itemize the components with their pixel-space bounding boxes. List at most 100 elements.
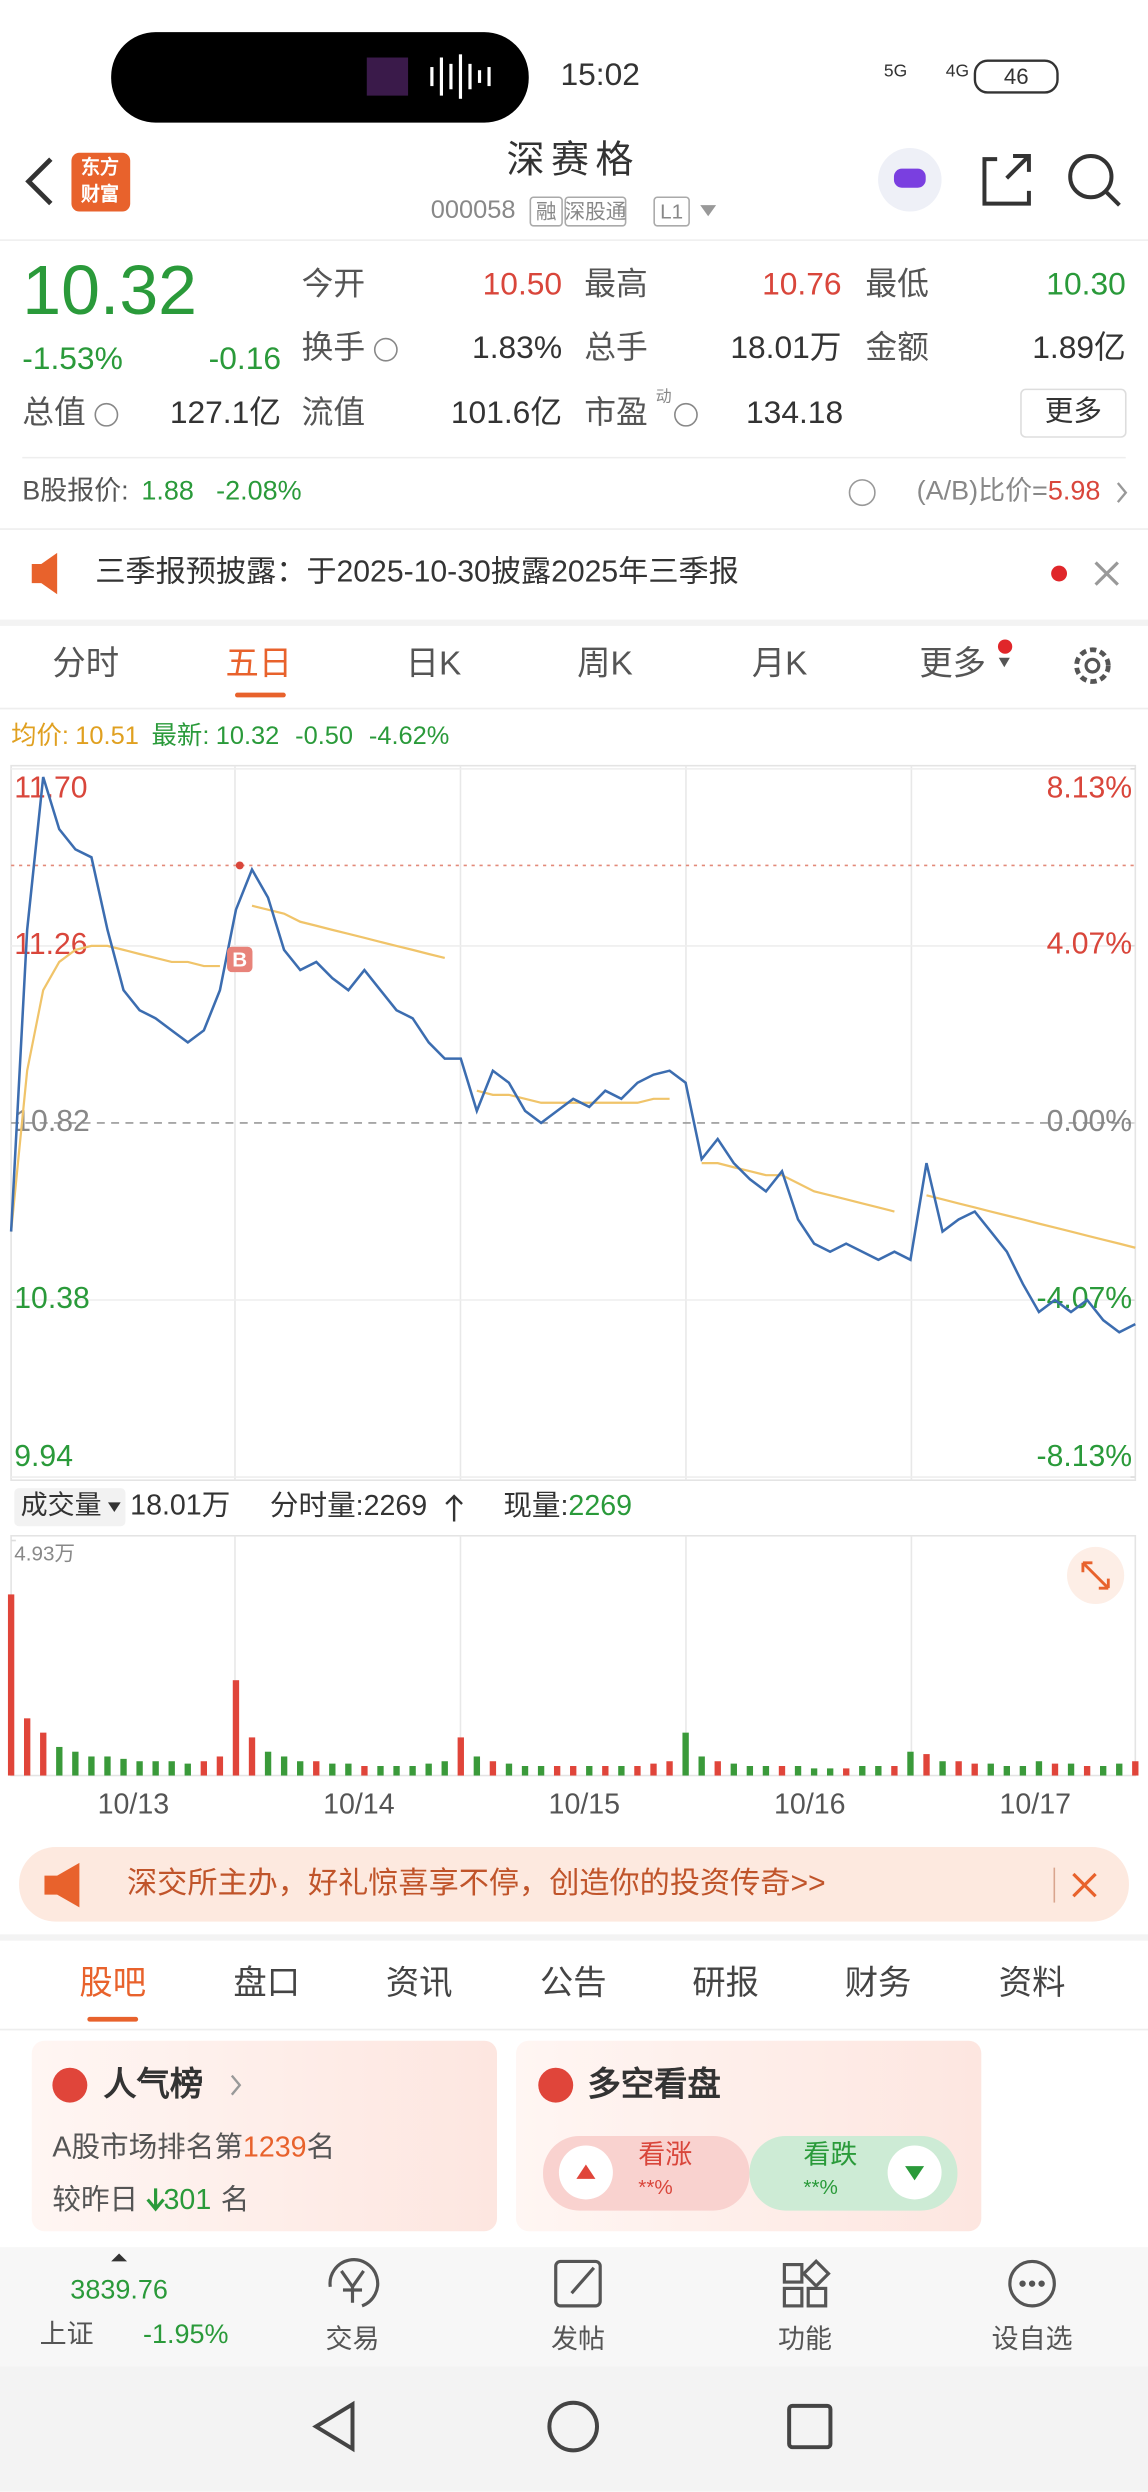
system-recents[interactable] xyxy=(787,2403,833,2450)
more-button[interactable] xyxy=(1020,388,1127,438)
badge-text: 融 xyxy=(536,201,557,224)
settings-button[interactable] xyxy=(1074,647,1111,684)
field-value: 101.6亿 xyxy=(451,394,562,430)
volume-total: 18.01万 xyxy=(130,1490,230,1522)
field-value: 18.01万 xyxy=(730,329,841,365)
volume-bar xyxy=(955,1761,962,1776)
volume-bar xyxy=(810,1768,818,1776)
back-button[interactable] xyxy=(25,157,53,206)
vs-icon xyxy=(538,2067,574,2103)
nav-item[interactable]: 设自选 xyxy=(992,2324,1073,2354)
bear-pct: **% xyxy=(803,2176,837,2199)
chart-tab[interactable]: 分时 xyxy=(52,645,119,682)
network: 5G xyxy=(884,60,907,80)
ab-ratio: (A/B)比价=5.98 xyxy=(917,476,1101,506)
volume-bar xyxy=(875,1766,882,1776)
field-value: 1.89亿 xyxy=(1032,329,1126,365)
search-button[interactable] xyxy=(1068,153,1114,200)
volume-bar xyxy=(618,1766,625,1776)
stock-name: 深赛格 xyxy=(507,138,640,181)
volume-bar xyxy=(762,1766,770,1776)
separator xyxy=(0,1934,1148,1941)
volume-bar xyxy=(666,1761,673,1776)
chevron xyxy=(1116,482,1128,503)
help-icon[interactable] xyxy=(848,479,876,507)
share-button[interactable] xyxy=(982,153,1031,206)
chart-tab[interactable]: 日K xyxy=(406,645,462,682)
promo-banner[interactable] xyxy=(19,1846,1129,1922)
volume-bar xyxy=(361,1766,368,1776)
content-tab[interactable]: 公告 xyxy=(540,1965,607,2002)
pe-mark: 动 xyxy=(656,387,672,405)
text-part: 2269 xyxy=(568,1490,632,1522)
tab-underline xyxy=(234,692,286,698)
chart-tab[interactable]: 五日 xyxy=(225,645,292,682)
logo[interactable] xyxy=(71,152,131,212)
volume-bar xyxy=(393,1766,400,1776)
volume-bar xyxy=(682,1732,689,1776)
badge xyxy=(529,196,563,227)
chart-tab[interactable]: 更多 xyxy=(919,645,986,682)
content-tab[interactable]: 财务 xyxy=(845,1965,912,2002)
field-label: 市盈 xyxy=(584,394,648,430)
volume-bar xyxy=(891,1766,898,1776)
volume-bar xyxy=(72,1751,79,1776)
bull-label: 看涨 xyxy=(638,2140,692,2170)
volume-bar xyxy=(168,1761,175,1776)
price: 10.32 xyxy=(22,251,197,329)
average-line xyxy=(10,904,1136,1249)
volume-bar xyxy=(1003,1766,1010,1776)
content-tab[interactable]: 资料 xyxy=(999,1965,1066,2002)
volume-bar xyxy=(859,1766,866,1776)
clock: 15:02 xyxy=(560,56,639,92)
chart-tab[interactable]: 月K xyxy=(752,645,808,682)
volume-bar xyxy=(923,1754,930,1776)
text-part: 均价: xyxy=(11,722,69,750)
text-part: 301 xyxy=(164,2184,212,2216)
x-tick-label: 10/15 xyxy=(549,1788,621,1820)
logo-text: 东方 xyxy=(81,156,119,179)
popularity-card[interactable] xyxy=(31,2040,497,2232)
volume-bar xyxy=(232,1680,240,1776)
volume-bar xyxy=(248,1737,256,1776)
close-banner[interactable] xyxy=(1072,1872,1097,1898)
index-name: 上证 xyxy=(40,2319,94,2349)
nav-item[interactable]: 发帖 xyxy=(551,2324,605,2354)
battery-level: 46 xyxy=(1004,64,1029,89)
close-notice[interactable] xyxy=(1094,561,1119,586)
field-value: 10.76 xyxy=(762,266,841,302)
volume-bar xyxy=(634,1766,641,1776)
battery xyxy=(973,59,1059,94)
dropdown-caret xyxy=(998,657,1010,668)
logo-text: 财富 xyxy=(81,183,119,206)
nav-dots xyxy=(1019,2280,1045,2287)
assistant-face xyxy=(893,168,926,188)
change-pct: -1.53% xyxy=(22,340,123,376)
content-tab[interactable]: 盘口 xyxy=(233,1965,300,2002)
volume-selector-text: 成交量 xyxy=(21,1490,102,1520)
field-value: 127.1亿 xyxy=(170,394,281,430)
content-tab[interactable]: 股吧 xyxy=(79,1965,146,2002)
volume-bar xyxy=(441,1761,448,1776)
dropdown-caret[interactable] xyxy=(700,205,717,217)
volume-bar xyxy=(714,1761,721,1776)
volume-bar xyxy=(698,1756,705,1776)
volume-bar xyxy=(40,1732,47,1776)
content-tab[interactable]: 资讯 xyxy=(386,1965,453,2002)
text-part: 5.98 xyxy=(1048,476,1101,506)
album-art xyxy=(366,57,409,96)
content-tab[interactable]: 研报 xyxy=(692,1965,759,2002)
y2-tick-label: 4.07% xyxy=(1047,928,1133,961)
volume-selector[interactable] xyxy=(14,1488,126,1527)
badge xyxy=(564,196,627,227)
volume-bar xyxy=(56,1746,63,1776)
y2-tick-label: -4.07% xyxy=(1037,1282,1133,1315)
nav-item[interactable]: 功能 xyxy=(778,2324,832,2354)
system-home[interactable] xyxy=(547,2400,600,2453)
field-label: 最高 xyxy=(584,266,648,302)
system-back[interactable] xyxy=(312,2400,355,2453)
nav-item[interactable]: 交易 xyxy=(326,2324,380,2354)
chart-tab[interactable]: 周K xyxy=(577,645,633,682)
x-tick-label: 10/17 xyxy=(1000,1788,1072,1820)
